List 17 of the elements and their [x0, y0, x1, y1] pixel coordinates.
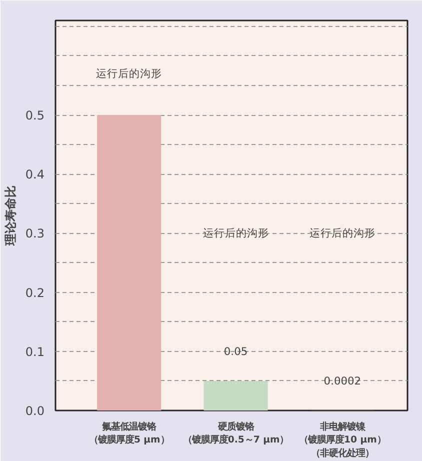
y-tick-label: 0.0 — [25, 404, 45, 418]
data-label: 0.0002 — [324, 374, 362, 388]
annotation: 运行后的沟形 — [202, 226, 269, 240]
annotation: 运行后的沟形 — [309, 226, 376, 240]
x-tick-label: 硬质镀铬（镀膜厚度0.5～7 μm） — [182, 422, 289, 446]
y-tick-label: 0.5 — [25, 108, 45, 123]
y-tick-label: 0.2 — [25, 286, 45, 300]
y-axis-title: 理论寿命比 — [3, 186, 18, 246]
annotation: 运行后的沟形 — [96, 67, 162, 80]
y-tick-label: 0.3 — [25, 226, 45, 241]
y-tick-label: 0.1 — [25, 344, 45, 359]
x-tick-label: 非电解镀镍（镀膜厚度10 μm）（非硬化处理） — [299, 422, 386, 459]
bar — [97, 115, 162, 410]
data-label: 0.05 — [224, 344, 248, 358]
y-tick-label: 0.4 — [25, 168, 45, 182]
bar — [204, 380, 268, 410]
x-tick-label: 氟基低温镀铬（镀膜厚度5 μm） — [88, 422, 170, 446]
